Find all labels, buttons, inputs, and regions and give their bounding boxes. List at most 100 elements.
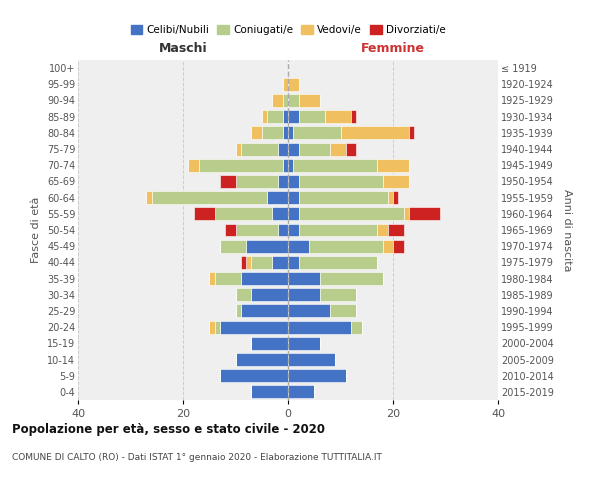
Y-axis label: Anni di nascita: Anni di nascita bbox=[562, 188, 572, 271]
Text: Popolazione per età, sesso e stato civile - 2020: Popolazione per età, sesso e stato civil… bbox=[12, 422, 325, 436]
Bar bbox=[272, 208, 288, 220]
Bar bbox=[409, 208, 440, 220]
Bar bbox=[299, 94, 320, 107]
Bar bbox=[288, 288, 320, 301]
Bar bbox=[341, 126, 409, 140]
Bar bbox=[235, 142, 241, 156]
Bar bbox=[288, 208, 299, 220]
Bar bbox=[377, 224, 388, 236]
Bar bbox=[288, 191, 299, 204]
Bar bbox=[299, 208, 404, 220]
Bar bbox=[146, 191, 151, 204]
Bar bbox=[299, 142, 330, 156]
Bar bbox=[404, 208, 409, 220]
Bar bbox=[393, 240, 404, 252]
Text: Femmine: Femmine bbox=[361, 42, 425, 55]
Bar bbox=[272, 256, 288, 269]
Bar bbox=[320, 272, 383, 285]
Bar bbox=[262, 126, 283, 140]
Bar bbox=[277, 224, 288, 236]
Bar bbox=[215, 272, 241, 285]
Bar bbox=[272, 94, 283, 107]
Bar bbox=[299, 110, 325, 123]
Bar bbox=[267, 110, 283, 123]
Bar bbox=[288, 78, 299, 91]
Bar bbox=[299, 224, 377, 236]
Bar bbox=[209, 320, 215, 334]
Y-axis label: Fasce di età: Fasce di età bbox=[31, 197, 41, 263]
Bar bbox=[220, 369, 288, 382]
Bar bbox=[235, 353, 288, 366]
Bar bbox=[283, 126, 288, 140]
Bar bbox=[388, 224, 404, 236]
Bar bbox=[288, 353, 335, 366]
Bar bbox=[288, 110, 299, 123]
Bar bbox=[288, 256, 299, 269]
Bar bbox=[277, 175, 288, 188]
Bar bbox=[251, 386, 288, 398]
Bar bbox=[251, 288, 288, 301]
Bar bbox=[409, 126, 414, 140]
Bar bbox=[388, 191, 393, 204]
Bar bbox=[393, 191, 398, 204]
Bar bbox=[220, 240, 246, 252]
Bar bbox=[383, 175, 409, 188]
Bar bbox=[199, 159, 283, 172]
Bar bbox=[288, 224, 299, 236]
Bar bbox=[235, 224, 277, 236]
Legend: Celibi/Nubili, Coniugati/e, Vedovi/e, Divorziati/e: Celibi/Nubili, Coniugati/e, Vedovi/e, Di… bbox=[127, 21, 449, 40]
Bar bbox=[246, 240, 288, 252]
Bar bbox=[283, 159, 288, 172]
Bar bbox=[251, 256, 272, 269]
Bar bbox=[288, 126, 293, 140]
Bar bbox=[325, 110, 351, 123]
Bar bbox=[288, 369, 346, 382]
Bar bbox=[309, 240, 383, 252]
Bar bbox=[251, 126, 262, 140]
Bar bbox=[215, 320, 220, 334]
Bar bbox=[188, 159, 199, 172]
Bar bbox=[235, 304, 241, 318]
Bar bbox=[288, 175, 299, 188]
Bar bbox=[351, 110, 356, 123]
Bar bbox=[277, 142, 288, 156]
Bar bbox=[283, 94, 288, 107]
Bar bbox=[288, 304, 330, 318]
Bar bbox=[288, 142, 299, 156]
Text: COMUNE DI CALTO (RO) - Dati ISTAT 1° gennaio 2020 - Elaborazione TUTTITALIA.IT: COMUNE DI CALTO (RO) - Dati ISTAT 1° gen… bbox=[12, 452, 382, 462]
Bar bbox=[193, 208, 215, 220]
Bar bbox=[293, 126, 341, 140]
Bar bbox=[241, 142, 277, 156]
Bar bbox=[235, 288, 251, 301]
Bar bbox=[283, 78, 288, 91]
Bar bbox=[288, 386, 314, 398]
Bar bbox=[377, 159, 409, 172]
Bar bbox=[215, 208, 272, 220]
Bar bbox=[330, 142, 346, 156]
Bar bbox=[293, 159, 377, 172]
Bar bbox=[235, 175, 277, 188]
Bar bbox=[299, 175, 383, 188]
Bar bbox=[288, 337, 320, 350]
Bar bbox=[209, 272, 215, 285]
Bar bbox=[383, 240, 393, 252]
Bar bbox=[241, 272, 288, 285]
Bar bbox=[267, 191, 288, 204]
Bar bbox=[320, 288, 356, 301]
Bar bbox=[283, 110, 288, 123]
Bar bbox=[299, 256, 377, 269]
Bar bbox=[288, 159, 293, 172]
Bar bbox=[299, 191, 388, 204]
Bar bbox=[346, 142, 356, 156]
Bar bbox=[241, 304, 288, 318]
Bar bbox=[351, 320, 361, 334]
Bar bbox=[288, 94, 299, 107]
Bar bbox=[246, 256, 251, 269]
Bar bbox=[241, 256, 246, 269]
Bar bbox=[220, 320, 288, 334]
Text: Maschi: Maschi bbox=[158, 42, 208, 55]
Bar bbox=[251, 337, 288, 350]
Bar bbox=[225, 224, 235, 236]
Bar bbox=[151, 191, 267, 204]
Bar bbox=[330, 304, 356, 318]
